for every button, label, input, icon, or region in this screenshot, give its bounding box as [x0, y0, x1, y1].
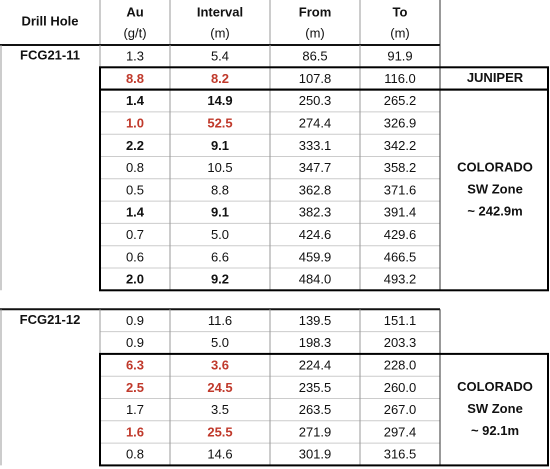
cell: 5.4 — [211, 49, 229, 64]
cell: 9.2 — [211, 272, 229, 287]
cell: 203.3 — [384, 335, 417, 350]
cell: 224.4 — [299, 357, 332, 372]
zone-label: ~ 92.1m — [471, 423, 519, 438]
cell: 267.0 — [384, 402, 417, 417]
cell: 2.2 — [126, 138, 144, 153]
header-cell: Au — [126, 4, 143, 19]
cell: 2.0 — [126, 272, 144, 287]
cell: 382.3 — [299, 205, 332, 220]
cell: 1.6 — [126, 424, 144, 439]
zone-label: ~ 242.9m — [467, 203, 522, 218]
cell: 9.1 — [211, 138, 229, 153]
header-cell: Interval — [197, 4, 243, 19]
cell: 2.5 — [126, 380, 144, 395]
cell: 1.0 — [126, 115, 144, 130]
cell: 0.9 — [126, 313, 144, 328]
cell: 0.9 — [126, 335, 144, 350]
cell: 316.5 — [384, 447, 417, 462]
cell: 0.5 — [126, 182, 144, 197]
cell: 326.9 — [384, 115, 417, 130]
zone-label: SW Zone — [467, 181, 523, 196]
cell: 116.0 — [384, 71, 416, 86]
cell: 139.5 — [299, 313, 332, 328]
cell: 0.6 — [126, 249, 144, 264]
cell: 198.3 — [299, 335, 332, 350]
cell: 429.6 — [384, 227, 417, 242]
header-unit: (m) — [390, 25, 410, 40]
zone-box — [99, 88, 549, 292]
cell: 10.5 — [207, 160, 232, 175]
cell: 3.5 — [211, 402, 229, 417]
cell: 5.0 — [211, 227, 229, 242]
cell: 297.4 — [384, 424, 417, 439]
cell: 1.3 — [126, 49, 144, 64]
cell: 0.7 — [126, 227, 144, 242]
cell: 11.6 — [208, 313, 232, 328]
header-unit: (g/t) — [123, 25, 146, 40]
cell: 371.6 — [384, 182, 417, 197]
cell: 358.2 — [384, 160, 417, 175]
header-cell: To — [393, 4, 408, 19]
cell: 6.6 — [211, 249, 229, 264]
cell: 424.6 — [299, 227, 332, 242]
cell: 0.8 — [126, 447, 144, 462]
cell: 265.2 — [384, 93, 417, 108]
cell: 86.5 — [302, 49, 327, 64]
cell: 14.9 — [207, 93, 232, 108]
cell: 228.0 — [384, 357, 417, 372]
header-unit: (m) — [305, 25, 325, 40]
cell: 271.9 — [299, 424, 332, 439]
cell: 8.2 — [211, 71, 229, 86]
cell: 333.1 — [299, 138, 332, 153]
cell: 0.8 — [126, 160, 144, 175]
cell: 25.5 — [207, 424, 232, 439]
cell: 1.4 — [126, 205, 145, 220]
header-unit: (m) — [210, 25, 230, 40]
cell: 52.5 — [207, 115, 232, 130]
header-cell: Drill Hole — [21, 13, 78, 28]
cell: 459.9 — [299, 249, 332, 264]
zone-label: COLORADO — [457, 379, 533, 394]
cell: 362.8 — [299, 182, 332, 197]
cell: 1.4 — [126, 93, 145, 108]
zone-box — [99, 352, 549, 467]
cell: 263.5 — [299, 402, 332, 417]
cell: 14.6 — [207, 447, 232, 462]
drill-hole: FCG21-11 — [20, 48, 80, 63]
cell: 151.1 — [384, 313, 417, 328]
cell: 3.6 — [211, 357, 229, 372]
cell: 250.3 — [299, 93, 332, 108]
cell: 91.9 — [387, 49, 412, 64]
cell: 260.0 — [384, 380, 417, 395]
cell: 347.7 — [299, 160, 332, 175]
zone-label: SW Zone — [467, 401, 523, 416]
cell: 391.4 — [384, 205, 417, 220]
drill-hole: FCG21-12 — [20, 312, 81, 327]
cell: 466.5 — [384, 249, 417, 264]
cell: 274.4 — [299, 115, 332, 130]
cell: 1.7 — [126, 402, 144, 417]
cell: 8.8 — [211, 182, 229, 197]
cell: 24.5 — [207, 380, 232, 395]
cell: 301.9 — [299, 447, 332, 462]
zone-label: COLORADO — [457, 159, 533, 174]
cell: 493.2 — [384, 272, 417, 287]
header-cell: From — [299, 4, 332, 19]
cell: 484.0 — [299, 272, 332, 287]
cell: 107.8 — [299, 71, 332, 86]
cell: 342.2 — [384, 138, 417, 153]
cell: 9.1 — [211, 205, 229, 220]
zone-label: JUNIPER — [467, 70, 524, 85]
cell: 8.8 — [126, 71, 144, 86]
cell: 235.5 — [299, 380, 332, 395]
cell: 5.0 — [211, 335, 229, 350]
cell: 6.3 — [126, 357, 144, 372]
